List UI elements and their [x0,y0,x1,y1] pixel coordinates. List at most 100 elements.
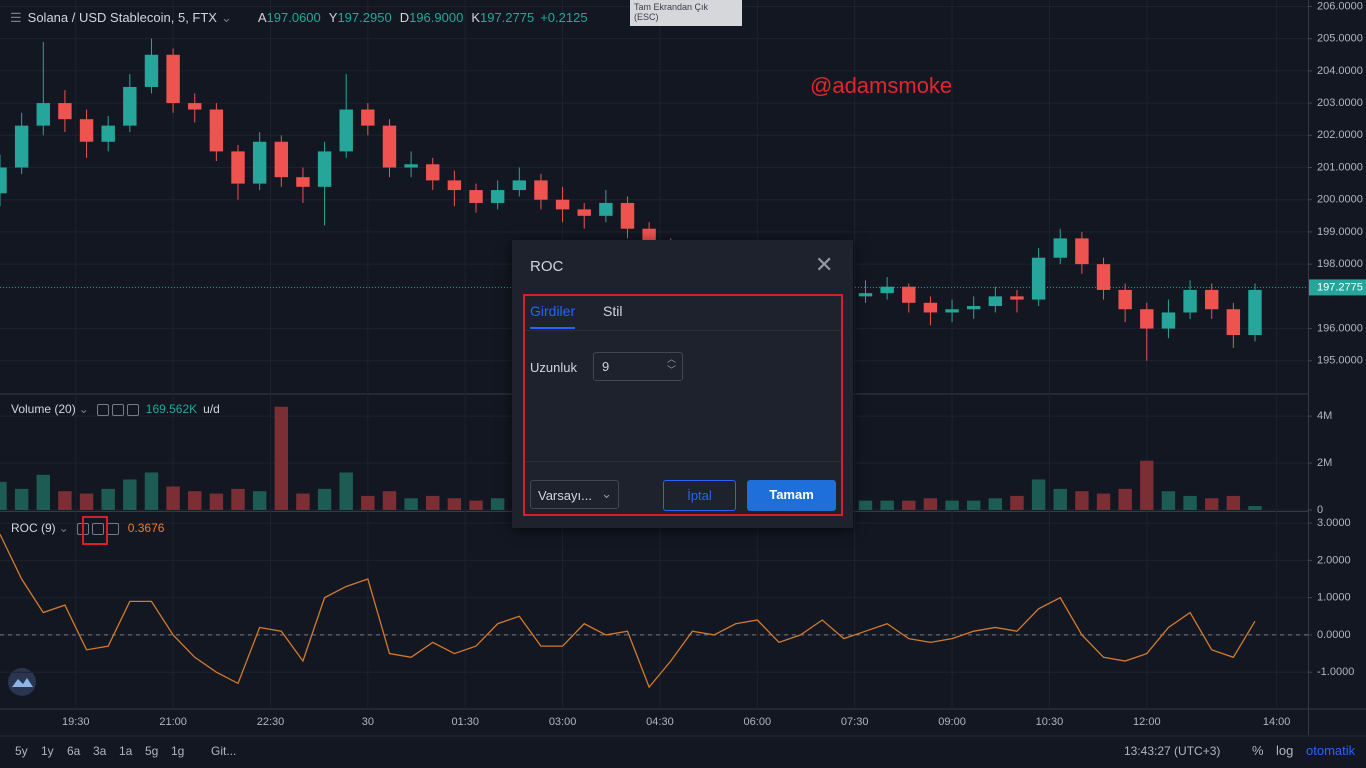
y-tick-label: 0 [1317,504,1323,516]
y-tick-label: 201.0000 [1317,161,1363,173]
range-button[interactable]: 5y [15,744,28,758]
volume-bar [1118,488,1132,510]
range-button[interactable]: 5g [145,744,159,758]
volume-bar [1226,495,1241,510]
volume-value: 169.562K [145,402,198,416]
x-tick-label: 01:30 [451,716,479,728]
candle-body [469,190,483,203]
x-tick-label: 22:30 [257,716,285,728]
y-tick-label: 200.0000 [1317,194,1363,206]
volume-bar [209,493,224,510]
volume-bar [274,406,288,510]
candle-body [1205,289,1219,310]
candle-body [231,151,245,184]
chevron: ⌄ [58,521,69,535]
close[interactable]: ✕ [815,252,834,277]
goto[interactable]: Git... [211,744,237,758]
x-tick-label: 19:30 [62,716,90,728]
volume-bar [426,495,440,510]
volume-bar [101,488,115,510]
volume-bar [923,498,938,510]
roc-line [0,533,1256,689]
icon[interactable] [126,403,139,416]
y-tick-label: 2.0000 [1317,554,1351,566]
candle-body [361,109,375,126]
candle-body [599,202,613,216]
candle-body [339,109,353,152]
x-tick-label: 30 [362,716,374,728]
highlight [82,516,108,545]
candle-body [512,180,527,191]
roc-value: 0.3676 [127,521,165,535]
range-button[interactable]: 3a [93,744,107,758]
candle-body [1075,238,1089,265]
divider [525,461,841,462]
symbol: Solana / USD Stablecoin, 5, FTX [27,10,217,25]
range-bar: 5y 1y 6a 3a 1a 5g 1g [15,744,197,758]
ohlc-key: A [257,10,267,25]
preset: Varsayı... [538,488,592,503]
volume-bar [123,479,137,510]
range-button[interactable]: 1a [119,744,133,758]
auto-toggle[interactable]: otomatik [1306,743,1356,758]
candle-body [317,151,332,187]
candle-body [144,54,159,87]
spinner[interactable]: ︿ ﹀ [666,354,676,375]
y-tick-label: 4M [1317,410,1332,422]
logo-mark [12,678,33,687]
candle-body [555,199,570,210]
tab[interactable]: Girdiler [530,303,576,329]
volume-bar [490,498,505,510]
candle-body [447,180,462,191]
volume-bar [166,486,180,510]
icon[interactable] [106,522,119,535]
icon[interactable] [96,403,109,416]
volume-bar [447,498,462,510]
volume-bar [144,472,159,510]
chevron: ⌄ [601,486,612,501]
candle-body [534,180,548,200]
x-tick-label: 14:00 [1263,716,1291,728]
candle-body [274,141,288,178]
volume-bar [902,500,916,510]
icon[interactable] [111,403,124,416]
volume-title: Volume (20) [11,402,76,416]
ok-button[interactable]: Tamam [747,480,836,511]
candle-body [880,286,894,294]
volume-bar [1140,460,1154,510]
candle-body [966,306,981,310]
y-tick-label: 196.0000 [1317,322,1363,334]
percent-toggle[interactable]: % [1252,743,1264,758]
roc-title: ROC (9) [11,521,56,535]
y-tick-label: 1.0000 [1317,592,1351,604]
y-tick-label: 204.0000 [1317,65,1363,77]
settings-icon[interactable] [91,522,104,535]
preset-select[interactable]: Varsayı... ⌄ [530,480,619,509]
cancel-button[interactable]: İptal [663,480,736,511]
candle-body [1053,238,1067,258]
candle-body [1161,312,1176,329]
range-button[interactable]: 1y [41,744,54,758]
candle-body [58,103,72,120]
tab[interactable]: Stil [603,303,623,319]
y-tick-label: 203.0000 [1317,97,1363,109]
range-button[interactable]: 1g [171,744,185,758]
volume-bar [317,488,332,510]
x-tick-label: 03:00 [549,716,577,728]
menu-icon: ☰ [10,10,22,25]
volume-bar [880,500,894,510]
log-toggle[interactable]: log [1276,743,1294,758]
candle-body [858,293,873,297]
input[interactable]: 9 ︿ ﹀ [593,352,683,381]
candle-body [1226,309,1241,336]
range-button[interactable]: 6a [67,744,81,758]
ohlc-value: 196.9000 [409,10,464,25]
x-tick-label: 12:00 [1133,716,1161,728]
ohlc-value: 197.0600 [266,10,321,25]
input-value: 9 [602,359,610,374]
dialog: ROC ✕ Girdiler Stil Uzunluk 9 ︿ ﹀ Varsayı.… [512,240,853,528]
volume-bar [945,500,959,510]
last-price-tag [1309,279,1366,296]
